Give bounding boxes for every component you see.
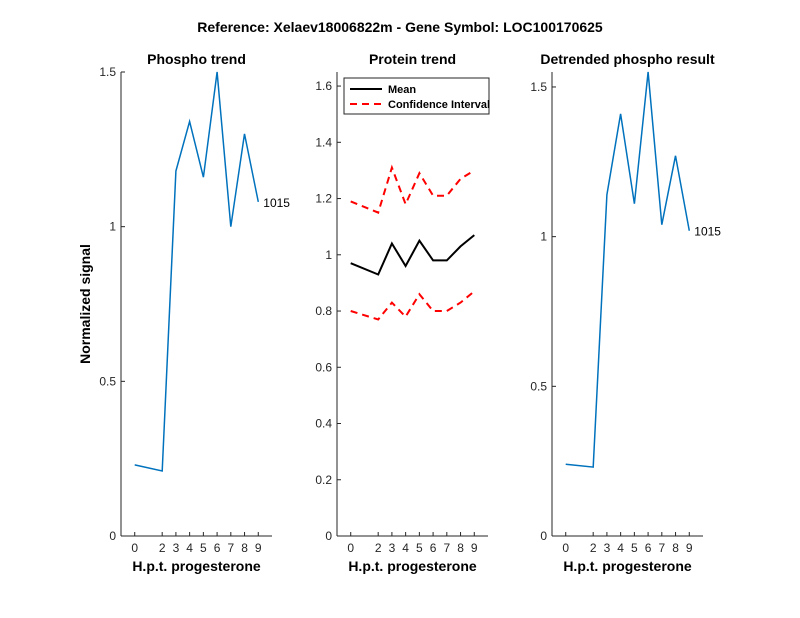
x-tick-label: 8 — [457, 541, 464, 555]
subplot-1: Phospho trend 0 0.5 1 1.5 0 2 3 4 5 6 7 8 9 H.p.t. pro… — [77, 51, 290, 574]
x-tick-label: 2 — [159, 541, 166, 555]
y-tick-label: 0.4 — [315, 417, 332, 431]
x-tick-label: 3 — [389, 541, 396, 555]
y-tick-label: 1.5 — [99, 65, 116, 79]
y-axis-label: Normalized signal — [77, 244, 93, 364]
legend-mean-label: Mean — [388, 84, 416, 96]
x-tick-label: 4 — [617, 541, 624, 555]
x-tick-label: 0 — [562, 541, 569, 555]
y-tick-label: 1 — [325, 248, 332, 262]
y-tick-label: 0 — [540, 529, 547, 543]
x-tick-label: 3 — [173, 541, 180, 555]
y-tick-label: 0 — [325, 529, 332, 543]
x-tick-label: 8 — [241, 541, 248, 555]
x-axis-label: H.p.t. progesterone — [348, 558, 477, 574]
legend-ci-label: Confidence Interval — [388, 99, 490, 111]
x-tick-label: 4 — [402, 541, 409, 555]
x-tick-label: 4 — [186, 541, 193, 555]
subplot-title: Protein trend — [369, 51, 456, 67]
mean-line — [350, 234, 475, 276]
x-tick-label: 2 — [375, 541, 382, 555]
y-tick-label: 0.2 — [315, 473, 332, 487]
x-tick-label: 5 — [631, 541, 638, 555]
x-tick-label: 6 — [645, 541, 652, 555]
x-axis-label: H.p.t. progesterone — [563, 558, 692, 574]
ci-upper-line — [350, 164, 475, 214]
x-tick-label: 7 — [227, 541, 234, 555]
y-tick-label: 1.2 — [315, 192, 332, 206]
x-tick-label: 5 — [200, 541, 207, 555]
x-tick-label: 3 — [604, 541, 611, 555]
y-tick-label: 0.6 — [315, 360, 332, 374]
x-tick-label: 6 — [430, 541, 437, 555]
subplot-title: Detrended phospho result — [540, 51, 715, 67]
x-tick-label: 0 — [347, 541, 354, 555]
ci-lower-line — [350, 290, 475, 321]
detrended-line — [565, 71, 691, 468]
x-tick-label: 9 — [255, 541, 262, 555]
x-tick-label: 7 — [443, 541, 450, 555]
x-tick-label: 7 — [658, 541, 665, 555]
y-tick-label: 0 — [109, 529, 116, 543]
x-axis-label: H.p.t. progesterone — [132, 558, 261, 574]
y-tick-label: 0.5 — [530, 379, 547, 393]
series-end-label: 1015 — [694, 225, 721, 239]
x-tick-label: 9 — [686, 541, 693, 555]
x-tick-label: 0 — [131, 541, 138, 555]
x-tick-label: 8 — [672, 541, 679, 555]
y-tick-label: 1 — [540, 230, 547, 244]
y-tick-label: 1.5 — [530, 80, 547, 94]
x-tick-label: 6 — [214, 541, 221, 555]
subplot-2: Protein trend 0 0.2 0.4 0.6 0.8 1 1.2 1.4 1.6 0 2 3 4… — [315, 51, 490, 574]
subplot-3: Detrended phospho result 0 0.5 1 1.5 0 2 3 4 5 6 7 8… — [530, 51, 721, 574]
phospho-line — [134, 71, 260, 472]
figure-title: Reference: Xelaev18006822m - Gene Symbol… — [197, 19, 603, 35]
y-tick-label: 0.5 — [99, 374, 116, 388]
legend: Mean Confidence Interval — [343, 77, 490, 115]
series-end-label: 1015 — [263, 196, 290, 210]
subplot-title: Phospho trend — [147, 51, 246, 67]
y-tick-label: 1.6 — [315, 79, 332, 93]
x-tick-label: 2 — [590, 541, 597, 555]
x-tick-label: 9 — [471, 541, 478, 555]
y-tick-label: 1.4 — [315, 135, 332, 149]
legend-box — [343, 77, 490, 115]
y-tick-label: 0.8 — [315, 304, 332, 318]
x-tick-label: 5 — [416, 541, 423, 555]
y-tick-label: 1 — [109, 220, 116, 234]
